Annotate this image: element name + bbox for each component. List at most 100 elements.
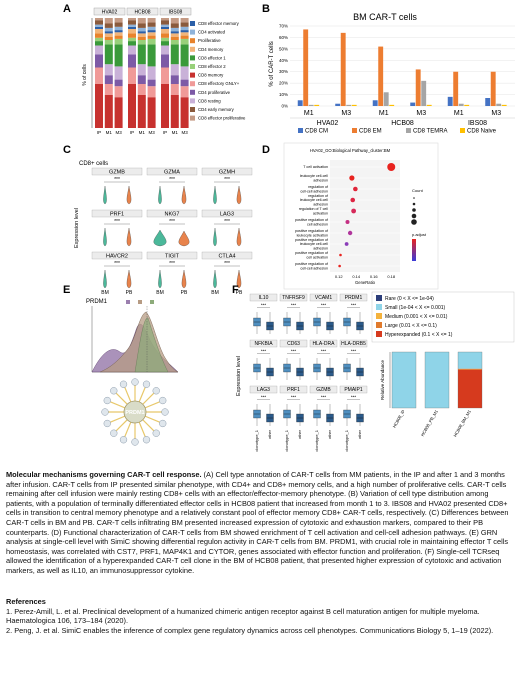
legend-label: CD8 TEMRA (413, 129, 448, 135)
stack-segment (104, 27, 113, 32)
significance-label: *** (261, 303, 267, 308)
target-gene-node (142, 436, 151, 444)
violin-bm (153, 229, 167, 247)
facet-label: HVA02 (102, 9, 118, 15)
violin-pb (181, 185, 187, 205)
stack-segment (161, 20, 169, 25)
x-tick-label: PB (126, 290, 133, 296)
legend-swatch (190, 89, 195, 95)
stack-segment (104, 64, 113, 76)
stack-segment (95, 20, 103, 25)
x-category-label: M1 (379, 110, 389, 117)
gene-label: LAG3 (257, 387, 270, 393)
stack-segment (128, 33, 136, 38)
stack-segment (95, 37, 103, 42)
reference-item: 2. Peng, J. et al. SimiC enables the inf… (6, 625, 494, 635)
target-gene-node (131, 438, 139, 446)
significance-label: *** (224, 219, 230, 225)
stack-segment (95, 67, 103, 84)
term-label: leukocyte cell-cell (300, 174, 328, 178)
panel-c-label: C (63, 144, 71, 156)
term-label: cell-cell adhesion (300, 266, 328, 270)
y-tick-label: 10% (279, 92, 288, 97)
abundance-segment (458, 369, 482, 408)
y-tick-label: 40% (279, 58, 288, 63)
abundance-segment (458, 368, 482, 370)
stack-segment (161, 67, 169, 84)
stack-segment (128, 67, 136, 84)
stack-segment (128, 24, 136, 27)
legend-box (371, 291, 515, 343)
gene-strip (146, 209, 198, 218)
target-gene-node (119, 436, 128, 444)
stack-segment (147, 66, 156, 80)
gene-strip (339, 385, 368, 394)
bar (421, 80, 427, 106)
gene-strip (249, 339, 278, 348)
stack-segment (170, 95, 179, 128)
gene-strip (309, 293, 338, 302)
stack-segment (95, 26, 103, 29)
legend-size-dot (412, 208, 416, 212)
gene-strip (279, 339, 308, 348)
violin-pb (126, 185, 132, 205)
stack-segment (104, 33, 113, 37)
x-tick-label: PB (236, 290, 243, 296)
significance-label: *** (114, 219, 120, 225)
gene-strip (201, 251, 253, 260)
stack-segment (180, 79, 189, 87)
legend-label: CD8 resting (198, 98, 221, 103)
stack-segment (180, 35, 189, 39)
significance-label: *** (291, 303, 297, 308)
abundance-segment (425, 352, 449, 408)
stack-segment (147, 44, 156, 67)
gene-label: CD63 (287, 341, 300, 347)
term-label: regulation of (308, 194, 328, 198)
panel-a-ylabel: % of cells (82, 64, 88, 86)
references-section: References 1. Perez-Amill, L. et al. Pre… (6, 597, 514, 635)
bar (496, 103, 502, 106)
y-tick-label: 50% (279, 46, 288, 51)
stack-segment (137, 84, 146, 95)
gene-strip (339, 293, 368, 302)
x-tick-label: M1 (139, 130, 146, 135)
gene-label: HLA-DRB5 (341, 341, 366, 347)
legend-swatch (298, 128, 303, 133)
stack-segment (104, 40, 113, 45)
stack-segment (147, 32, 156, 36)
gene-label: GZMA (164, 169, 180, 175)
term-label: regulation of (308, 185, 328, 189)
term-label: leukocyte activation (297, 233, 328, 237)
legend-label: CD8 effector 1 (198, 55, 226, 60)
x-tick-label: clonotype_1 (314, 429, 319, 451)
panel-b-title: BM CAR-T cells (353, 12, 417, 22)
stack-segment (180, 32, 189, 36)
bar (383, 92, 389, 106)
x-tick-label: other (357, 429, 362, 439)
stack-segment (180, 26, 189, 31)
bar-y-label: Relative Abundance (380, 359, 385, 400)
x-tick-label: 0.12 (335, 274, 344, 279)
gene-label: PRDM1 (345, 295, 363, 301)
legend-swatch (376, 304, 382, 310)
legend-swatch (190, 55, 195, 61)
stack-segment (104, 36, 113, 40)
stack-segment (128, 84, 136, 128)
legend-label: CD4 activated (198, 30, 226, 35)
panel-f-ylabel: Expression level (236, 356, 242, 396)
bar (308, 104, 314, 106)
stack-segment (114, 44, 123, 67)
bar (351, 104, 357, 106)
gene-label: HLA-DRA (313, 341, 336, 347)
term-label: positive regulation of (295, 238, 328, 242)
legend-swatch (376, 295, 382, 301)
stack-segment (104, 23, 113, 28)
gene-label: VCAM1 (315, 295, 332, 301)
bar-x-label: HCB08_IP (392, 409, 406, 429)
reference-item: 1. Perez-Amill, L. et al. Preclinical de… (6, 606, 480, 626)
stack-segment (128, 54, 136, 68)
stack-segment (137, 64, 146, 76)
stack-segment (137, 27, 146, 32)
violin-bm (213, 185, 217, 205)
x-tick-label: 0.16 (370, 274, 379, 279)
